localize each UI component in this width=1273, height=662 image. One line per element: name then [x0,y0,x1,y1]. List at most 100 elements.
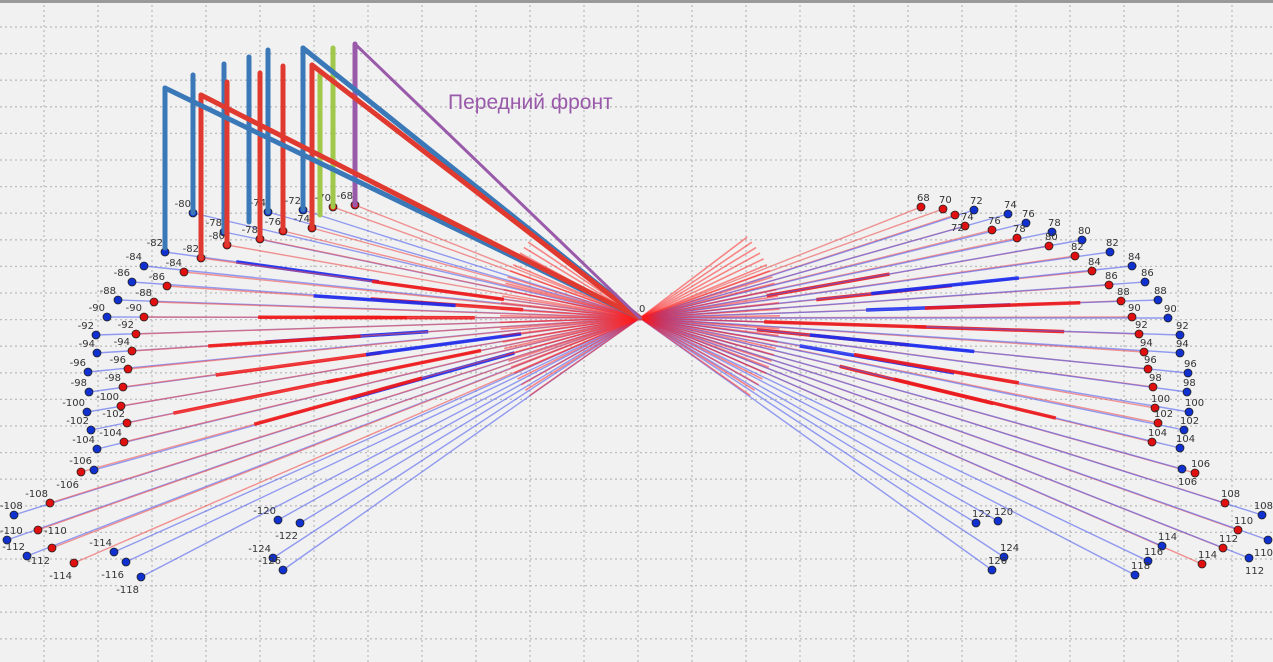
point-label: -104 [72,435,95,446]
point-label: -88 [136,288,152,299]
ray-line [311,227,641,319]
ray-point [1244,553,1254,563]
ray-line [639,317,1005,558]
center-fan-ray [503,288,641,319]
center-fan-ray [500,317,641,330]
ray-point [91,330,101,340]
ray-line [127,317,641,370]
ray-point [1220,498,1230,508]
point-label: 126 [988,556,1007,567]
ray-point [1175,330,1185,340]
center-fan-ray [639,317,777,350]
point-label: 90 [1164,304,1177,315]
point-label: 80 [1078,226,1091,237]
center-fan-ray [639,236,748,319]
center-fan-ray [502,317,641,343]
point-label: 96 [1184,359,1197,370]
center-fan-ray [639,295,778,319]
ray-point [1021,218,1031,228]
center-fan-ray [520,317,641,386]
center-fan-ray [500,315,641,319]
ray-point [1163,313,1173,323]
point-label: -84 [126,252,142,263]
center-fan-ray [505,317,641,356]
center-fan-ray [639,317,775,356]
point-label: 90 [1128,303,1141,314]
ray-point [1003,209,1013,219]
ray-point [1175,348,1185,358]
ray-point [69,558,79,568]
point-label: -68 [337,191,353,202]
center-fan-ray [503,317,641,350]
ray-point [295,518,305,528]
ray-point [136,572,146,582]
point-label: 88 [1117,287,1130,298]
ray-point [1175,443,1185,453]
ray-point [122,418,132,428]
center-fan-ray [510,317,641,368]
point-label: -98 [105,373,121,384]
center-fan-ray [639,276,773,319]
point-label: 74 [961,212,974,223]
front-diagonal-line [353,42,642,320]
point-label: 108 [1221,489,1240,500]
point-label: -114 [89,538,112,549]
ray-point [119,437,129,447]
point-label: 122 [972,509,991,520]
ray-line [639,317,1185,431]
ray-point [127,346,137,356]
ray-thick-segment [764,320,927,329]
ray-point [1190,468,1200,478]
point-label: -122 [275,531,298,542]
point-label: 72 [951,223,964,234]
point-label: -78 [206,218,222,229]
point-label: 76 [1022,209,1035,220]
point-label: -118 [116,585,139,596]
point-label: -92 [78,321,94,332]
point-label: -72 [285,196,301,207]
point-label: 114 [1198,550,1217,561]
ray-thick-segment [313,294,456,308]
center-fan-ray [639,270,771,319]
ray-point [1047,227,1057,237]
ray-thick-segment [853,352,1020,385]
point-label: -80 [209,231,225,242]
ray-point [1012,233,1022,243]
center-fan-ray [502,295,641,319]
ray-point [1218,543,1228,553]
ray-thick-segment [365,332,522,357]
ray-point [1105,247,1115,257]
point-label: -86 [114,268,130,279]
point-label: -114 [49,571,72,582]
point-label: 78 [1048,218,1061,229]
point-label: 74 [1004,200,1017,211]
ray-point [116,401,126,411]
center-fan-ray [513,317,641,374]
point-label: -78 [242,225,258,236]
ray-point [1104,280,1114,290]
point-label: -110 [44,526,67,537]
point-label: -108 [25,489,48,500]
center-fan-ray [639,317,778,343]
center-fan-ray [500,301,641,319]
point-label: 80 [1045,232,1058,243]
point-label: 68 [917,193,930,204]
ray-point [1148,382,1158,392]
point-label: -74 [294,214,310,225]
ray-point [960,221,970,231]
ray-point [109,547,119,557]
ray-thick-segment [809,333,975,354]
ray-point [123,364,133,374]
point-label: 110 [1254,548,1273,559]
point-label: 92 [1176,321,1189,332]
point-label: -106 [69,456,92,467]
ray-point [9,510,19,520]
ray-point [1179,425,1189,435]
ray-thick-segment [326,348,482,384]
point-label: -100 [62,398,85,409]
point-label: 94 [1140,338,1153,349]
center-fan-ray [639,317,751,397]
point-label: -100 [96,392,119,403]
ray-line [639,317,1250,559]
point-label: 100 [1151,394,1170,405]
